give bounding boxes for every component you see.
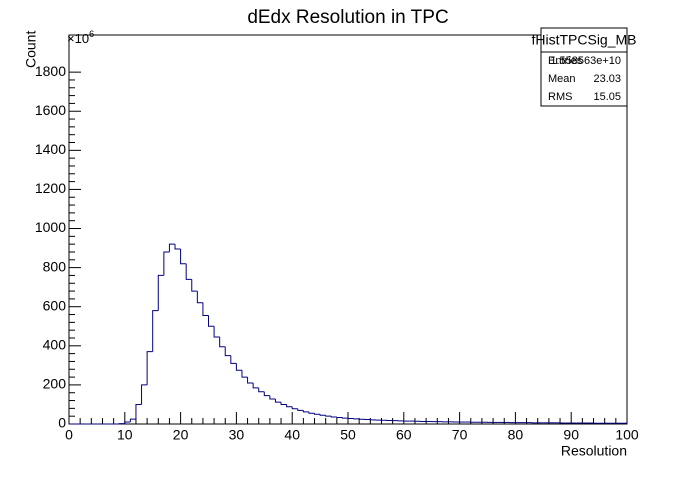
stats-value: 1.558563e+10: [550, 55, 621, 67]
histogram-bin: [342, 418, 348, 419]
x-tick-label: 100: [615, 427, 639, 443]
stats-label: Mean: [548, 73, 576, 85]
y-tick-label: 1800: [35, 63, 66, 79]
y-tick-label: 1400: [35, 141, 66, 157]
x-tick-label: 80: [508, 427, 524, 443]
y-tick-label: 800: [43, 258, 67, 274]
stats-value: 15.05: [593, 91, 621, 103]
histogram-bin: [337, 417, 343, 418]
stats-title: fHistTPCSig_MB: [531, 32, 636, 48]
x-axis-label: Resolution: [561, 443, 627, 459]
y-tick-label: 400: [43, 337, 67, 353]
x-tick-label: 0: [65, 427, 73, 443]
x-tick-label: 30: [229, 427, 245, 443]
chart-title: dEdx Resolution in TPC: [247, 7, 448, 28]
x-tick-label: 10: [117, 427, 133, 443]
x-tick-label: 70: [452, 427, 468, 443]
y-tick-label: 1600: [35, 102, 66, 118]
y-tick-label: 600: [43, 297, 67, 313]
x-tick-label: 50: [340, 427, 356, 443]
x-tick-label: 40: [284, 427, 300, 443]
x-tick-label: 90: [563, 427, 579, 443]
y-tick-label: 200: [43, 376, 67, 392]
multiplier-exponent: 6: [89, 29, 94, 39]
y-tick-label: 1000: [35, 219, 66, 235]
multiplier-base: ×10: [67, 31, 89, 46]
stats-label: RMS: [548, 91, 572, 103]
stats-value: 23.03: [593, 73, 621, 85]
y-tick-label: 1200: [35, 180, 66, 196]
x-tick-label: 20: [173, 427, 189, 443]
x-tick-label: 60: [396, 427, 412, 443]
